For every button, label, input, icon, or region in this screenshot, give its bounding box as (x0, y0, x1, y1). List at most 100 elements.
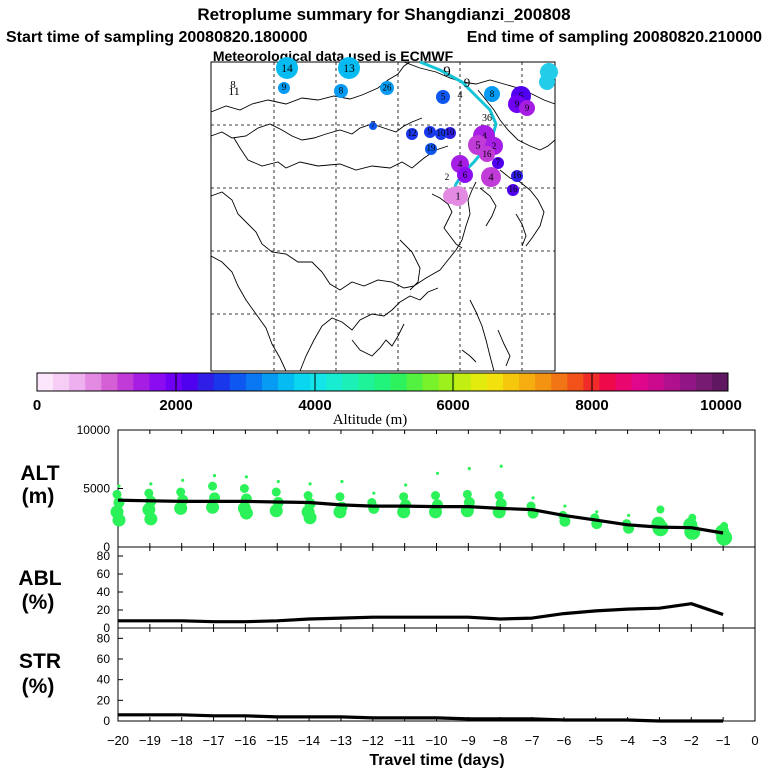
y-tick-label: 0 (103, 621, 110, 635)
map-plume-point (484, 86, 500, 102)
map-text-label: 2 (445, 172, 450, 182)
map-text-label: 4 (458, 90, 463, 101)
map-point-label: 10 (446, 127, 456, 137)
colorbar-frame (36, 372, 729, 392)
map-point-label: 19 (427, 143, 437, 153)
altitude-particle (269, 504, 283, 518)
altitude-particle (627, 513, 631, 518)
colorbar-segment (310, 373, 327, 391)
altitude-particle (399, 492, 409, 502)
altitude-particle (181, 478, 185, 482)
y-tick-label: 80 (97, 549, 111, 563)
map-plume-point (278, 82, 290, 94)
colorbar-segment (245, 373, 263, 391)
colorbar-tick: 0 (33, 397, 41, 414)
colorbar-segment (422, 373, 440, 391)
colorbar-segment (165, 373, 183, 391)
colorbar-segment (535, 373, 552, 391)
altitude-particle (244, 475, 248, 479)
series-line-str (118, 713, 724, 723)
map-point-label: 16 (509, 184, 519, 194)
altitude-particle (595, 510, 599, 514)
colorbar-segment (711, 373, 729, 391)
map-point-label: 4 (458, 160, 463, 170)
colorbar-segment (615, 373, 632, 391)
colorbar-tick: 2000 (159, 397, 192, 414)
map-point-label: 4 (481, 131, 487, 143)
colorbar-segment (261, 373, 279, 391)
map-plume-point (457, 167, 473, 183)
x-tick-label: −13 (330, 733, 352, 748)
map-plume-point (436, 90, 450, 104)
panel-y-label: STR (19, 650, 61, 673)
altitude-particle (208, 481, 218, 491)
map-point-label: 12 (408, 128, 417, 138)
colorbar-segment (374, 373, 391, 391)
colorbar-label: Altitude (m) (333, 412, 408, 428)
map-plume-point (511, 170, 523, 182)
map-point-label: 14 (281, 63, 293, 75)
map-point-label: 9 (282, 82, 287, 92)
map-point-label: 16 (483, 149, 493, 159)
x-tick-label: −16 (234, 733, 256, 748)
colorbar-segment (358, 373, 375, 391)
altitude-particle (563, 504, 567, 508)
colorbar-segment (149, 373, 166, 391)
altitude-particle (303, 511, 317, 525)
map-point-label: 9 (515, 100, 520, 110)
map-plume-point (380, 81, 394, 95)
colorbar-segment (503, 373, 520, 391)
time-series-panels: 0500010000ALT(m)020406080ABL(%)020406080… (18, 423, 756, 728)
y-tick-label: 40 (97, 673, 111, 687)
altitude-particle (176, 487, 186, 497)
panel-alt: 0 5000 10000 ALT(m) (20, 423, 756, 554)
altitude-particle (239, 484, 249, 493)
x-tick-label: −9 (461, 733, 476, 748)
series-line-abl (118, 602, 724, 624)
map-point-label: 16 (513, 170, 523, 180)
altitude-particle (431, 491, 440, 501)
altitude-particle (559, 515, 571, 527)
colorbar-segment (37, 373, 54, 391)
colorbar-segment (567, 373, 584, 391)
altitude-particle (404, 483, 408, 487)
altitude-particle (308, 482, 312, 486)
panel-frame (117, 627, 756, 722)
colorbar-segment (117, 373, 134, 391)
y-tick-label: 0 (103, 714, 110, 728)
map-plume-point (369, 122, 377, 130)
x-tick-label: −15 (266, 733, 288, 748)
altitude-particle (656, 505, 665, 514)
map-plume-point (492, 157, 504, 169)
colorbar-tick: 10000 (700, 397, 742, 414)
map-text-label: 9 (443, 64, 451, 80)
colorbar-segment (229, 373, 247, 391)
figure-title: Retroplume summary for Shangdianzi_20080… (197, 5, 570, 24)
y-tick-label: 5000 (83, 482, 110, 496)
panel-y-label: ABL (18, 567, 61, 590)
colorbar-segment (470, 373, 488, 391)
colorbar-segment (53, 373, 70, 391)
x-tick-label: −17 (203, 733, 225, 748)
colorbar-segment (133, 373, 150, 391)
map-point-label: 8 (339, 85, 344, 95)
altitude-particle (397, 505, 411, 519)
map-plume-point (435, 128, 447, 140)
map-plume-point (444, 127, 456, 139)
colorbar-segment (663, 373, 681, 391)
x-axis-title: Travel time (days) (369, 752, 504, 768)
x-tick-label: −11 (394, 733, 415, 748)
colorbar-segment (294, 373, 311, 391)
end-time-label: End time of sampling 20080820.210000 (467, 29, 762, 46)
altitude-particle (333, 505, 347, 519)
y-tick-label: 10000 (77, 423, 111, 437)
altitude-particle (206, 500, 220, 514)
altitude-particle (372, 491, 376, 495)
y-tick-label: 20 (97, 693, 111, 707)
map-plume-point (338, 57, 360, 79)
x-tick-label: −14 (298, 733, 320, 748)
altitude-particle (144, 512, 158, 526)
colorbar-segment (406, 373, 424, 391)
x-tick-label: 0 (751, 733, 758, 748)
